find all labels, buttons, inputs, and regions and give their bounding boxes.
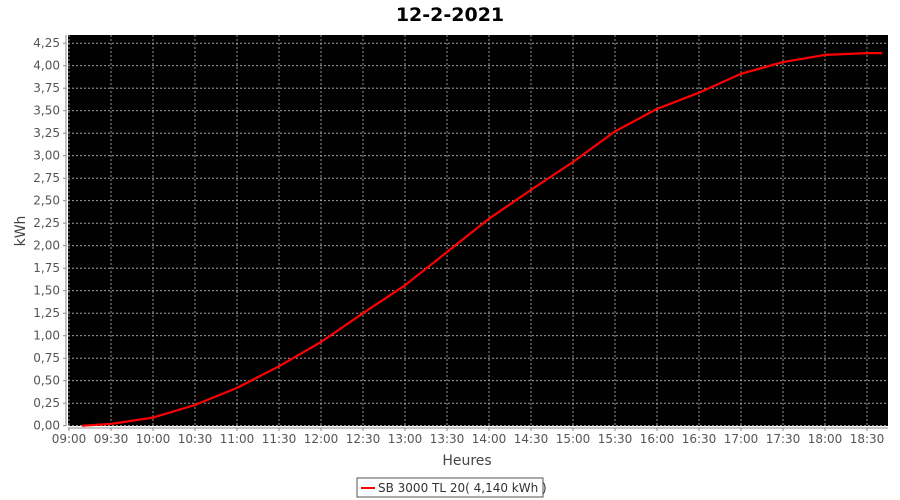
x-tick-label: 16:00 bbox=[640, 432, 675, 446]
x-tick-label: 10:00 bbox=[136, 432, 171, 446]
data-point bbox=[445, 250, 449, 254]
data-point bbox=[151, 416, 155, 419]
y-tick-label: 2,25 bbox=[33, 216, 60, 230]
y-tick-label: 1,50 bbox=[33, 284, 60, 298]
data-point bbox=[277, 365, 281, 368]
y-tick-label: 2,50 bbox=[33, 194, 60, 208]
data-point bbox=[361, 312, 365, 315]
x-tick-label: 16:30 bbox=[682, 432, 717, 446]
x-tick-label: 15:30 bbox=[598, 432, 633, 446]
data-point bbox=[571, 160, 575, 164]
x-tick-label: 12:30 bbox=[346, 432, 381, 446]
data-point bbox=[193, 403, 197, 407]
y-tick-label: 1,25 bbox=[33, 306, 60, 320]
y-tick-label: 3,25 bbox=[33, 126, 60, 140]
plot-area bbox=[68, 35, 888, 426]
axes: 0,00 0,25 0,50 0,75 1,00 1,25 1,50 1,75 2,00 2,25… bbox=[33, 35, 888, 446]
data-point bbox=[865, 51, 869, 55]
y-tick-label: 1,00 bbox=[33, 329, 60, 343]
data-point bbox=[319, 340, 323, 344]
data-point bbox=[487, 217, 491, 220]
x-tick-label: 18:30 bbox=[850, 432, 885, 446]
x-tick-label: 09:30 bbox=[94, 432, 129, 446]
y-tick-label: 3,75 bbox=[33, 81, 60, 95]
data-point bbox=[823, 53, 827, 57]
data-point bbox=[529, 188, 533, 192]
data-point bbox=[781, 60, 785, 64]
legend-entry: SB 3000 TL 20( 4,140 kWh ) bbox=[378, 481, 547, 495]
legend: SB 3000 TL 20( 4,140 kWh ) bbox=[356, 477, 547, 498]
data-point bbox=[879, 51, 883, 55]
x-tick-label: 18:00 bbox=[808, 432, 843, 446]
data-point bbox=[697, 91, 701, 94]
legend-box bbox=[356, 477, 544, 498]
x-tick-label: 13:00 bbox=[388, 432, 423, 446]
grid bbox=[68, 35, 888, 427]
y-tick-label: 3,00 bbox=[33, 149, 60, 163]
y-tick-label: 0,25 bbox=[33, 396, 60, 410]
chart-title: 12-2-2021 bbox=[396, 4, 504, 26]
x-tick-label: 15:00 bbox=[556, 432, 591, 446]
x-tick-label: 17:30 bbox=[766, 432, 801, 446]
y-tick-label: 3,50 bbox=[33, 104, 60, 118]
data-point bbox=[235, 386, 239, 390]
y-tick-label: 0,00 bbox=[33, 419, 60, 433]
data-point bbox=[613, 130, 617, 133]
data-point bbox=[109, 422, 113, 426]
x-axis-label: Heures bbox=[442, 453, 491, 469]
x-tick-label: 12:00 bbox=[304, 432, 339, 446]
data-point bbox=[403, 284, 407, 287]
x-tick-label: 11:30 bbox=[262, 432, 297, 446]
x-tick-label: 09:00 bbox=[52, 432, 87, 446]
data-point bbox=[655, 107, 659, 111]
y-tick-label: 1,75 bbox=[33, 261, 60, 275]
y-tick-label: 0,75 bbox=[33, 351, 60, 365]
x-tick-label: 10:30 bbox=[178, 432, 213, 446]
y-tick-label: 0,50 bbox=[33, 374, 60, 388]
x-tick-label: 14:30 bbox=[514, 432, 549, 446]
data-point bbox=[739, 72, 743, 76]
x-tick-label: 13:30 bbox=[430, 432, 465, 446]
y-tick-label: 2,75 bbox=[33, 171, 60, 185]
y-tick-label: 4,25 bbox=[33, 36, 60, 50]
x-tick-label: 14:00 bbox=[472, 432, 507, 446]
y-axis-label: kWh bbox=[13, 216, 29, 247]
series-group bbox=[81, 51, 883, 427]
y-tick-label: 2,00 bbox=[33, 239, 60, 253]
data-point bbox=[81, 424, 85, 427]
y-tick-label: 4,00 bbox=[33, 59, 60, 73]
x-tick-label: 11:00 bbox=[220, 432, 255, 446]
x-tick-label: 17:00 bbox=[724, 432, 759, 446]
